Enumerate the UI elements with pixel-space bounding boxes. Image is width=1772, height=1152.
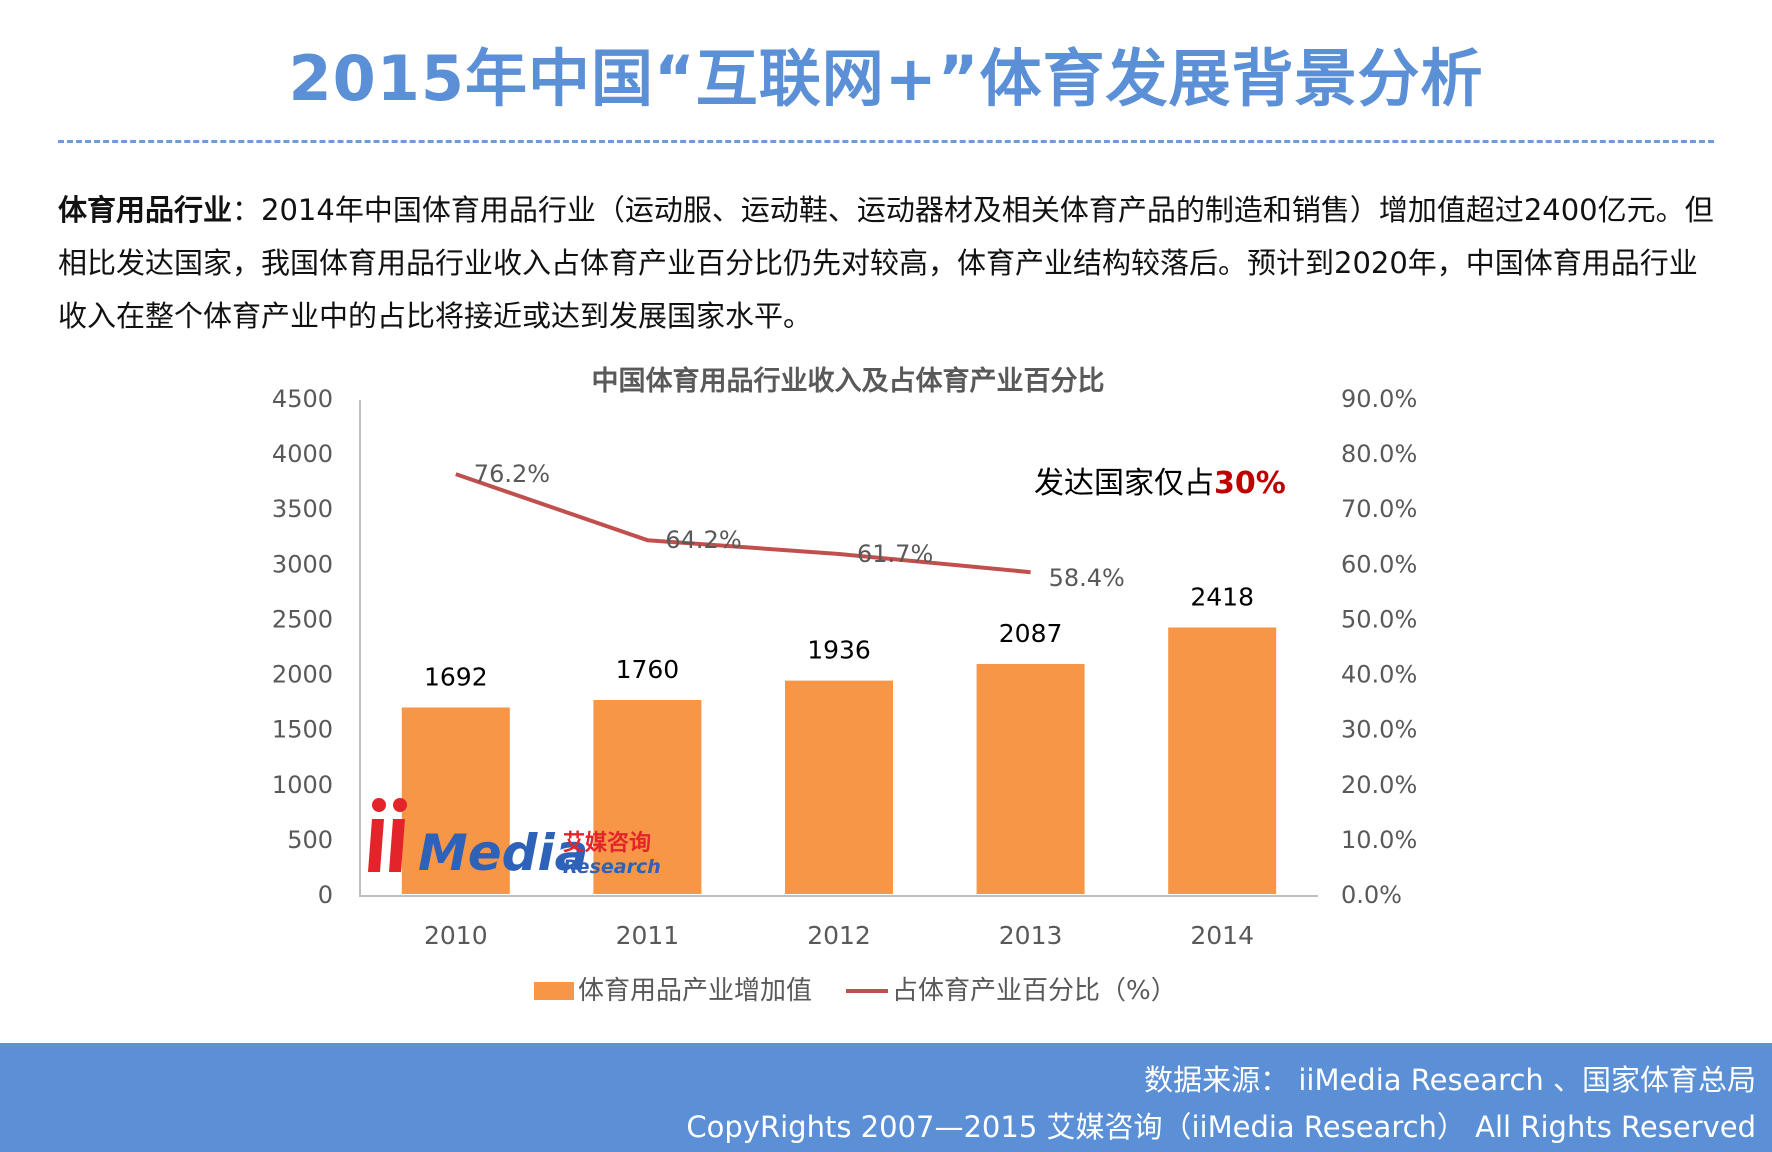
bar-labels: 1692 1760 1936 2087 2418 — [424, 582, 1254, 691]
right-tick-label: 30.0% — [1341, 716, 1417, 744]
bar — [785, 680, 893, 894]
chart-annotation: 发达国家仅占30% — [1034, 466, 1286, 501]
bar — [593, 700, 702, 894]
percent-line — [455, 472, 1031, 575]
footer: 数据来源： iiMedia Research 、国家体育总局 CopyRight… — [0, 1043, 1772, 1152]
left-tick-label: 500 — [287, 826, 333, 854]
right-tick-label: 50.0% — [1341, 605, 1417, 633]
percent-label: 64.2% — [665, 526, 741, 554]
data-source: 数据来源： iiMedia Research 、国家体育总局 — [1144, 1063, 1756, 1097]
category-label: 2011 — [616, 921, 680, 950]
bar-value-label: 2418 — [1190, 582, 1254, 611]
left-tick-label: 2000 — [272, 661, 333, 689]
bar-value-label: 1692 — [424, 663, 488, 692]
percent-label: 61.7% — [857, 540, 933, 568]
right-tick-label: 70.0% — [1341, 495, 1417, 523]
legend-bar-swatch — [534, 982, 574, 1000]
left-tick-label: 3500 — [272, 495, 333, 523]
left-tick-label: 0 — [318, 881, 333, 909]
bars — [401, 627, 1277, 894]
percent-label: 58.4% — [1049, 564, 1125, 592]
left-axis-ticks: 0 500 1000 1500 2000 2500 3000 3500 4000 4500 — [272, 385, 333, 909]
left-tick-label: 4500 — [272, 385, 333, 413]
left-tick-label: 1500 — [272, 716, 333, 744]
left-tick-label: 3000 — [272, 550, 333, 578]
left-tick-label: 2500 — [272, 605, 333, 633]
category-label: 2014 — [1190, 921, 1254, 950]
percent-label: 76.2% — [474, 460, 550, 488]
left-tick-label: 4000 — [272, 440, 333, 468]
left-tick-label: 1000 — [272, 771, 333, 799]
title-divider — [58, 140, 1714, 143]
right-tick-label: 80.0% — [1341, 440, 1417, 468]
intro-paragraph: 体育用品行业：2014年中国体育用品行业（运动服、运动鞋、运动器材及相关体育产品… — [58, 184, 1718, 343]
logo-brand: Media — [418, 824, 588, 882]
bar — [401, 707, 510, 894]
legend: 体育用品产业增加值 占体育产业百分比（%） — [534, 976, 1177, 1006]
right-tick-label: 90.0% — [1341, 385, 1417, 413]
logo-en: Research — [563, 856, 661, 878]
right-tick-label: 20.0% — [1341, 771, 1417, 799]
bar-value-label: 2087 — [999, 619, 1063, 648]
category-label: 2012 — [807, 921, 871, 950]
right-tick-label: 10.0% — [1341, 826, 1417, 854]
right-tick-label: 60.0% — [1341, 550, 1417, 578]
chart: 中国体育用品行业收入及占体育产业百分比 0 500 1000 1500 2000 2500… — [272, 365, 1417, 1006]
percent-labels: 76.2% 64.2% 61.7% 58.4% — [474, 460, 1125, 592]
category-labels: 2010 2011 2012 2013 2014 — [424, 921, 1254, 950]
bar — [976, 663, 1085, 894]
category-label: 2013 — [999, 921, 1063, 950]
intro-lead: 体育用品行业 — [58, 193, 233, 227]
chart-title: 中国体育用品行业收入及占体育产业百分比 — [592, 365, 1105, 397]
copyright: CopyRights 2007—2015 艾媒咨询（iiMedia Resear… — [686, 1110, 1756, 1144]
right-axis-ticks: 0.0% 10.0% 20.0% 30.0% 40.0% 50.0% 60.0% 70.0% 8… — [1341, 385, 1417, 909]
annotation-text: 发达国家仅占 — [1034, 466, 1214, 501]
legend-bar-label: 体育用品产业增加值 — [578, 976, 812, 1006]
annotation-highlight: 30% — [1214, 466, 1286, 501]
iimedia-logo: Media 艾媒咨询 Research — [368, 798, 661, 882]
right-tick-label: 0.0% — [1341, 881, 1402, 909]
bar — [1168, 627, 1277, 894]
right-tick-label: 40.0% — [1341, 661, 1417, 689]
page-title: 2015年中国“互联网+”体育发展背景分析 — [288, 42, 1484, 115]
category-label: 2010 — [424, 921, 488, 950]
legend-line-label: 占体育产业百分比（%） — [892, 976, 1177, 1006]
bar-value-label: 1760 — [616, 655, 680, 684]
bar-value-label: 1936 — [807, 636, 871, 665]
logo-cn: 艾媒咨询 — [563, 830, 651, 856]
intro-text: ：2014年中国体育用品行业（运动服、运动鞋、运动器材及相关体育产品的制造和销售… — [58, 193, 1714, 333]
